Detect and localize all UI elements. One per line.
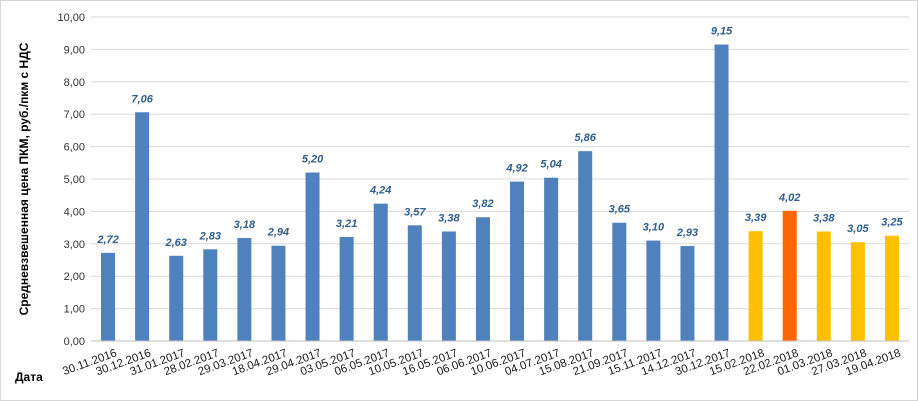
bar: [748, 231, 763, 341]
bar: [441, 231, 456, 341]
data-label: 3,18: [234, 219, 256, 231]
y-tick-label: 8,00: [64, 77, 85, 89]
data-label: 2,72: [96, 234, 118, 246]
bar: [612, 222, 627, 341]
data-label: 3,38: [813, 212, 835, 224]
bar: [169, 255, 184, 341]
data-label: 3,21: [336, 218, 357, 230]
y-tick-label: 1,00: [64, 304, 85, 316]
bar: [850, 242, 865, 341]
bar: [407, 225, 422, 341]
data-label: 5,86: [574, 132, 596, 144]
data-label: 3,10: [643, 222, 665, 234]
data-label: 2,94: [267, 227, 289, 239]
gridlines: [91, 16, 909, 310]
bar: [680, 246, 695, 341]
data-label: 2,93: [676, 227, 698, 239]
data-label: 3,38: [438, 212, 460, 224]
y-tick-label: 10,00: [57, 12, 85, 24]
bar: [339, 236, 354, 341]
bar: [237, 237, 252, 341]
bar: [305, 172, 320, 341]
data-label: 3,05: [847, 223, 869, 235]
data-label: 4,02: [778, 192, 800, 204]
x-axis-title: Дата: [15, 370, 43, 384]
bar: [544, 177, 559, 341]
bar: [714, 44, 729, 341]
bar: [510, 181, 525, 341]
bar: [782, 210, 797, 341]
y-tick-label: 6,00: [64, 142, 85, 154]
bar: [816, 231, 831, 341]
y-tick-label: 2,00: [64, 271, 85, 283]
bar: [271, 245, 286, 341]
data-label: 3,25: [881, 217, 903, 229]
bar: [578, 151, 593, 341]
y-tick-label: 7,00: [64, 109, 85, 121]
data-label: 7,06: [131, 93, 153, 105]
data-label: 3,39: [745, 212, 767, 224]
bar: [475, 217, 490, 341]
bar: [373, 203, 388, 341]
data-label: 5,20: [302, 154, 324, 166]
bars: [101, 44, 899, 341]
data-label: 2,83: [199, 230, 221, 242]
data-label: 3,57: [404, 206, 426, 218]
data-labels: 2,72 7,06 2,63 2,83 3,18 2,94 5,20 3,21 4,24 3,57…: [96, 26, 903, 249]
data-label: 9,15: [711, 26, 733, 38]
y-tick-label: 5,00: [64, 174, 85, 186]
y-axis-ticks: 0,00 1,00 2,00 3,00 4,00 5,00 6,00 7,00 8,00 9,00…: [57, 12, 85, 348]
data-label: 4,92: [505, 163, 527, 175]
data-label: 5,04: [540, 159, 561, 171]
y-tick-label: 0,00: [64, 336, 85, 348]
y-axis-title: Средневзвешенная цена ПКМ, руб./пкм с НД…: [17, 42, 31, 315]
bar: [135, 112, 150, 341]
bar: [101, 252, 116, 341]
bar: [884, 235, 899, 341]
data-label: 3,82: [472, 198, 493, 210]
data-label: 2,63: [164, 237, 186, 249]
bar: [203, 249, 218, 341]
data-label: 4,24: [369, 185, 391, 197]
bar: [646, 240, 661, 341]
x-axis-ticks: 30.11.201630.12.201631.01.201728.02.2017…: [61, 347, 902, 378]
y-tick-label: 4,00: [64, 206, 85, 218]
data-label: 3,65: [609, 204, 631, 216]
y-tick-label: 9,00: [64, 44, 85, 56]
y-tick-label: 3,00: [64, 239, 85, 251]
